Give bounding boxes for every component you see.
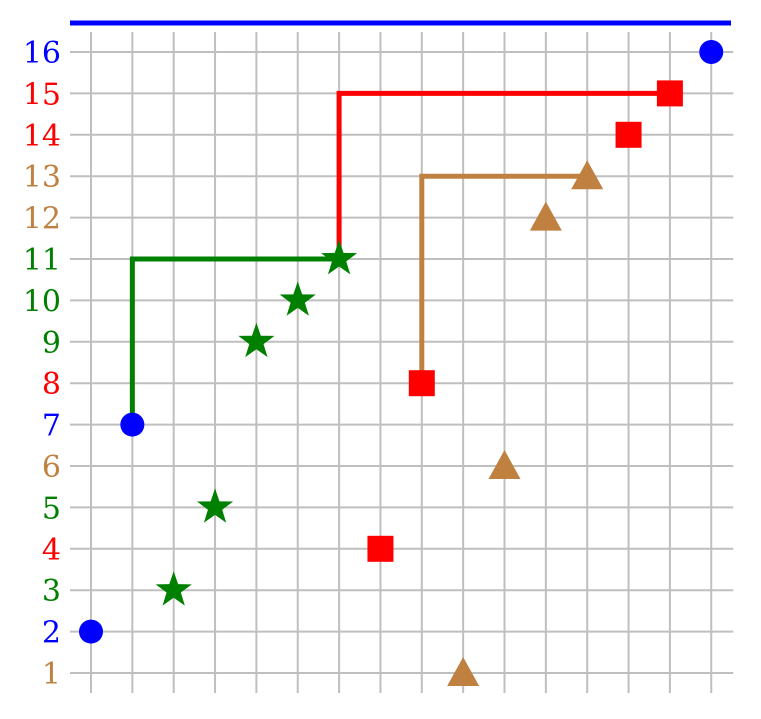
y-tick-label: 14 [23, 119, 61, 154]
star-marker [196, 488, 234, 523]
triangle-marker [571, 160, 604, 190]
y-tick-label: 6 [42, 450, 61, 485]
square-marker [367, 535, 394, 562]
red-hook-line [336, 90, 670, 259]
circle-marker [120, 412, 145, 437]
circle-marker [79, 619, 103, 644]
y-tick-label: 15 [23, 77, 61, 112]
square-marker [408, 370, 435, 397]
y-tick-label: 12 [23, 202, 61, 237]
y-tick-label: 11 [23, 243, 61, 278]
y-tick-label: 5 [42, 491, 61, 526]
green-hook-line [129, 256, 340, 425]
circle-marker [699, 40, 724, 64]
markers [79, 40, 724, 686]
y-tick-label: 7 [42, 409, 61, 444]
brown-hook-line [419, 173, 588, 384]
y-tick-label: 16 [23, 36, 61, 71]
y-tick-label: 8 [42, 367, 61, 402]
y-tick-label: 3 [42, 574, 61, 609]
y-tick-label: 10 [23, 284, 61, 319]
square-marker [656, 80, 683, 107]
star-marker [321, 240, 358, 275]
y-tick-label: 4 [42, 533, 61, 568]
y-tick-label: 13 [23, 160, 61, 195]
y-tick-label: 1 [42, 657, 61, 692]
square-marker [615, 121, 642, 148]
triangle-marker [488, 450, 521, 479]
star-marker [155, 571, 192, 606]
y-tick-label: 9 [42, 326, 61, 361]
star-marker [279, 281, 316, 316]
hooks [129, 90, 670, 425]
y-tick-label: 2 [42, 616, 61, 651]
triangle-marker [447, 657, 480, 686]
triangle-marker [529, 201, 562, 231]
star-marker [238, 322, 275, 358]
grid [70, 32, 734, 693]
